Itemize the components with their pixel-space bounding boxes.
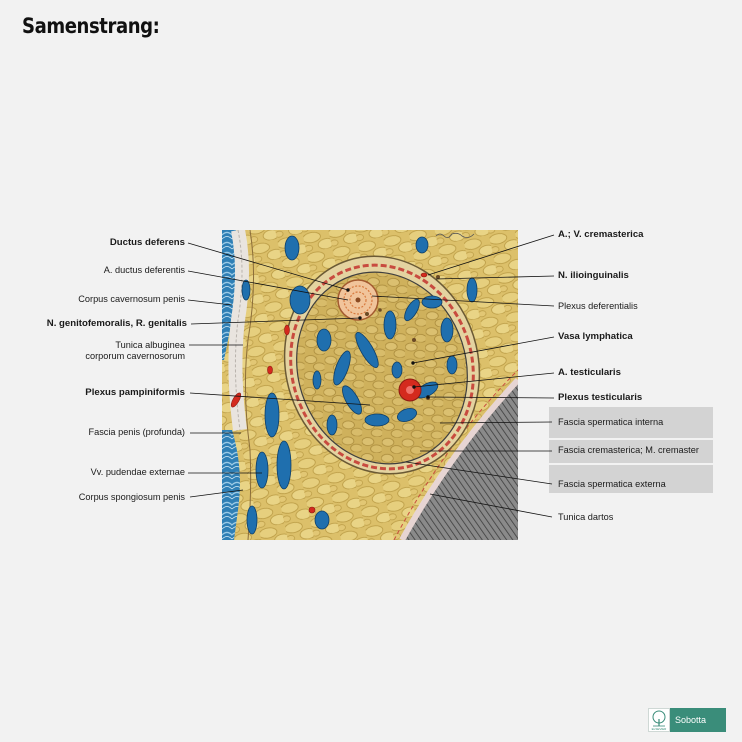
label-fascia-spermatica-externa: Fascia spermatica externa (558, 479, 666, 489)
sobotta-logo[interactable]: ELSEVIER Sobotta (648, 708, 726, 732)
fascia-spermatica-interna-box (549, 407, 713, 438)
label-corpus-cavernosum-penis: Corpus cavernosum penis (78, 294, 185, 304)
label-fascia-penis: Fascia penis (profunda) (88, 427, 185, 437)
spermatic-cord-illustration (222, 230, 518, 540)
label-plexus-pampiniformis: Plexus pampiniformis (85, 387, 185, 398)
label-a-testicularis: A. testicularis (558, 367, 621, 378)
fascia-cremasterica-box (549, 440, 713, 463)
label-n-ilioinguinalis: N. ilioinguinalis (558, 270, 629, 281)
page-title: Samenstrang: (22, 14, 160, 38)
label-a-ductus-deferentis: A. ductus deferentis (103, 265, 185, 275)
label-plexus-deferentialis: Plexus deferentialis (558, 301, 638, 311)
label-tunica-dartos: Tunica dartos (558, 512, 614, 522)
label-vv-pudendae-externae: Vv. pudendae externae (90, 467, 185, 477)
label-a-v-cremasterica: A.; V. cremasterica (558, 229, 644, 240)
svg-text:ELSEVIER: ELSEVIER (652, 727, 668, 731)
label-plexus-testicularis: Plexus testicularis (558, 392, 643, 403)
label-ductus-deferens: Ductus deferens (109, 237, 185, 248)
logo-text: Sobotta (670, 708, 726, 732)
label-fascia-spermatica-interna: Fascia spermatica interna (558, 417, 664, 427)
label-vasa-lymphatica: Vasa lymphatica (558, 331, 633, 342)
fascia-spermatica-externa-box (549, 465, 713, 493)
label-n-genitofemoralis: N. genitofemoralis, R. genitalis (46, 318, 187, 329)
label-fascia-cremasterica: Fascia cremasterica; M. cremaster (558, 445, 699, 455)
label-corpus-spongiosum-penis: Corpus spongiosum penis (78, 492, 185, 502)
label-tunica-albuginea: Tunica albuginea corporum cavernosorum (85, 340, 185, 361)
elsevier-tree-icon: ELSEVIER (648, 708, 670, 732)
